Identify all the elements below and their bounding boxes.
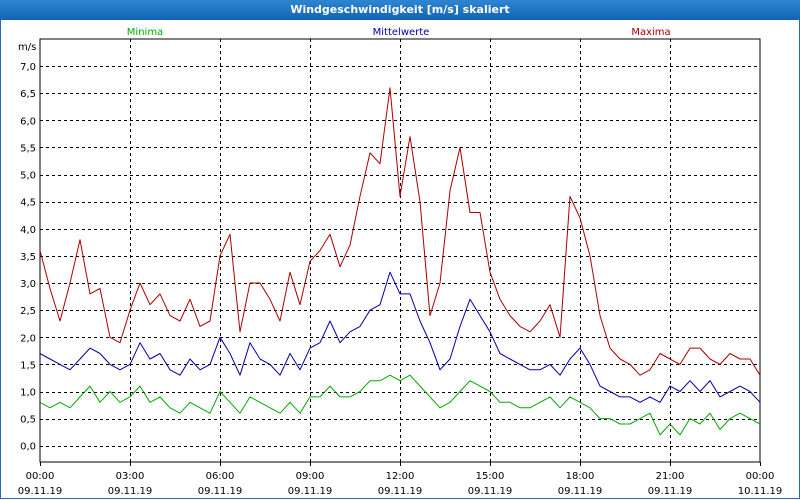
x-tick-time: 00:00 [746,471,775,482]
x-tick-date: 09.11.19 [198,486,243,497]
y-tick-label: 5,0 [20,171,36,182]
y-tick-label: 2,0 [20,333,36,344]
x-tick-time: 06:00 [206,471,235,482]
x-tick-time: 03:00 [116,471,145,482]
legend-maxima: Maxima [631,27,670,38]
y-tick-label: 6,5 [20,89,36,100]
x-tick-date: 10.11.19 [738,486,783,497]
x-tick-time: 09:00 [296,471,325,482]
y-tick-label: 3,0 [20,279,36,290]
axis-ticks: 0,0 0,5 1,0 1,5 2,0 2,5 3,0 3,5 4,0 4,5 5,0 5,5 6,0 6… [18,62,783,497]
x-tick-date: 09.11.19 [288,486,333,497]
y-tick-label: 4,5 [20,198,36,209]
x-tick-time: 21:00 [656,471,685,482]
x-tick-date: 09.11.19 [468,486,513,497]
maxima-line [39,87,761,376]
chart-title: Windgeschwindigkeit [m/s] skaliert [0,0,800,20]
legend-minima: Minima [127,27,163,38]
x-tick-date: 09.11.19 [108,486,153,497]
mittelwerte-line [39,271,761,403]
minima-line [39,374,761,436]
y-tick-label: 1,0 [20,388,36,399]
x-tick-date: 09.11.19 [18,486,63,497]
x-tick-date: 09.11.19 [558,486,603,497]
x-tick-date: 09.11.19 [648,486,693,497]
x-tick-date: 09.11.19 [378,486,423,497]
grid [39,38,761,463]
y-tick-label: 0,5 [20,415,36,426]
y-tick-label: 5,5 [20,143,36,154]
y-tick-label: 6,0 [20,116,36,127]
x-tick-time: 00:00 [26,471,55,482]
x-tick-time: 15:00 [476,471,505,482]
y-axis-unit: m/s [18,42,36,53]
x-tick-time: 12:00 [386,471,415,482]
y-tick-label: 3,5 [20,252,36,263]
y-tick-label: 7,0 [20,62,36,73]
x-tick-time: 18:00 [566,471,595,482]
y-tick-label: 2,5 [20,306,36,317]
series-lines [39,87,761,436]
y-tick-label: 1,5 [20,360,36,371]
y-tick-label: 0,0 [20,442,36,453]
legend-mittelwerte: Mittelwerte [373,27,430,38]
y-tick-label: 4,0 [20,225,36,236]
